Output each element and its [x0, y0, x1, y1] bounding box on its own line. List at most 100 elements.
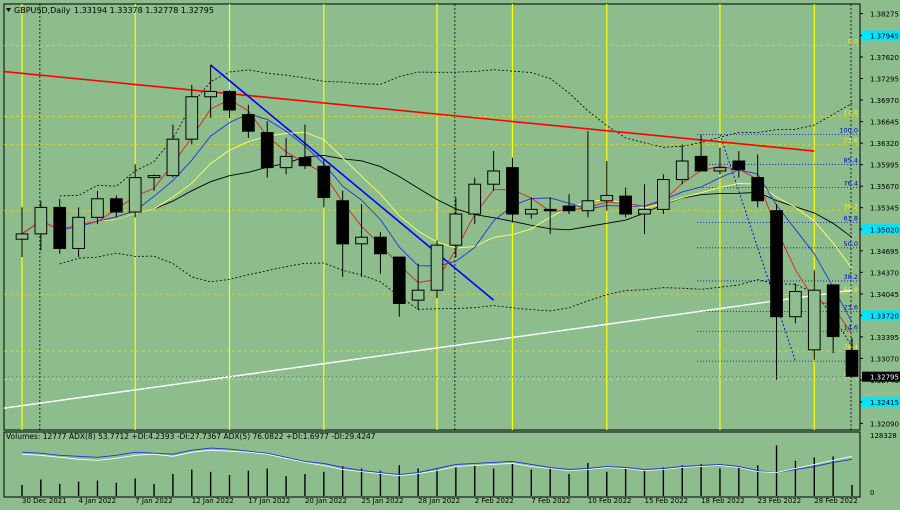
- y-tick-label: 1.34695: [870, 248, 899, 256]
- trendline-white: [3, 289, 853, 409]
- price-level-box-label: 1.32415: [870, 399, 899, 407]
- candle-body: [355, 236, 368, 245]
- fib-level-label: 85.4: [844, 156, 858, 164]
- x-tick-label: 10 Feb 2022: [588, 497, 632, 505]
- price-level-box: [862, 396, 900, 407]
- candle-body: [430, 244, 444, 291]
- candle-body: [581, 200, 595, 212]
- volume-axis-min: 0: [870, 489, 874, 497]
- price-level-box: [862, 224, 900, 235]
- y-tick-label: 1.32090: [870, 420, 899, 428]
- fib-level-label: 100.0: [839, 127, 858, 135]
- y-tick-label: 1.34370: [870, 269, 899, 277]
- candle-body: [694, 155, 708, 172]
- indicator-header: Volumes: 12777 ADX(8) 53.7712 +DI:4.2393…: [6, 432, 376, 441]
- candle-body: [185, 96, 199, 140]
- y-tick-label: 1.36320: [870, 140, 899, 148]
- candle-body: [34, 206, 48, 235]
- chart-symbol-label: GBPUSD,Daily: [14, 6, 71, 15]
- adx-line-blue: [21, 447, 853, 476]
- fib-grid-label: 38.2: [844, 203, 858, 211]
- y-tick-label: 1.33070: [870, 355, 899, 363]
- x-tick-label: 30 Dec 2021: [22, 497, 67, 505]
- x-tick-label: 4 Jan 2022: [79, 497, 117, 505]
- candle-body: [789, 291, 802, 318]
- x-tick-label: 25 Jan 2022: [362, 497, 404, 505]
- x-tick-label: 28 Feb 2022: [814, 497, 858, 505]
- trendline-blue: [210, 64, 495, 301]
- candle-body: [506, 167, 519, 215]
- candle-body: [15, 233, 29, 240]
- fib-level-label: 76.4: [844, 180, 858, 188]
- y-tick-label: 1.37620: [870, 54, 899, 62]
- x-tick-label: 7 Jan 2022: [135, 497, 173, 505]
- candle-body: [336, 200, 350, 245]
- price-level-box: [862, 310, 900, 321]
- candle-body: [770, 210, 783, 318]
- candle-body: [128, 177, 142, 213]
- candle-body: [713, 167, 727, 172]
- candle-body: [317, 165, 331, 198]
- fib-level-label: 38.2: [844, 273, 858, 281]
- chart-ohlc-label: 1.33194 1.33378 1.32778 1.32795: [74, 6, 214, 15]
- candle-body: [392, 256, 406, 304]
- y-tick-label: 1.33395: [870, 334, 899, 342]
- y-tick-label: 1.36970: [870, 97, 899, 105]
- current-price-box: [862, 371, 900, 382]
- price-level-box-label: 1.35020: [870, 226, 899, 234]
- candle-body: [147, 175, 161, 179]
- fib-grid-label: 76.4: [844, 343, 858, 351]
- candle-body: [732, 160, 746, 171]
- volume-axis-max: 128328: [870, 432, 897, 440]
- candle-body: [657, 179, 670, 210]
- candle-body: [845, 349, 859, 377]
- x-tick-label: 18 Feb 2022: [701, 497, 745, 505]
- candle-body: [826, 284, 840, 338]
- x-tick-label: 12 Jan 2022: [192, 497, 234, 505]
- candle-body: [411, 289, 425, 301]
- y-tick-label: 1.37295: [870, 76, 899, 84]
- candle-body: [468, 183, 482, 215]
- candle-body: [204, 90, 217, 98]
- indicator-plot-frame: [3, 431, 861, 498]
- candle-body: [91, 198, 104, 218]
- candle-body: [600, 194, 614, 202]
- price-level-box: [862, 30, 900, 41]
- ma-black: [21, 154, 853, 238]
- candle-body: [279, 155, 293, 169]
- candle-body: [53, 206, 67, 249]
- bollinger-lower: [59, 252, 853, 347]
- candle-body: [166, 138, 180, 177]
- fib-level-label: 14.6: [844, 323, 858, 331]
- fib-grid-label: 23.6: [844, 136, 858, 144]
- candle-body: [242, 114, 255, 132]
- x-tick-label: 2 Feb 2022: [475, 497, 514, 505]
- candle-body: [487, 170, 500, 185]
- y-tick-label: 1.34045: [870, 291, 899, 299]
- candle-body: [298, 157, 312, 167]
- candle-body: [109, 198, 123, 213]
- candle-body: [72, 216, 85, 249]
- price-level-box-label: 1.37945: [870, 32, 899, 40]
- y-tick-label: 1.38275: [870, 11, 899, 19]
- y-tick-label: 1.36645: [870, 119, 899, 127]
- y-tick-label: 1.35345: [870, 205, 899, 213]
- y-tick-label: 1.35670: [870, 183, 899, 191]
- candle-body: [223, 90, 236, 111]
- candle-body: [449, 213, 463, 246]
- x-tick-label: 20 Jan 2022: [305, 497, 347, 505]
- candle-body: [619, 195, 632, 215]
- candle-body: [675, 160, 689, 181]
- trendline-red: [3, 70, 815, 152]
- main-plot-frame: [3, 3, 861, 431]
- fib-grid-label: 0.0: [848, 38, 858, 46]
- x-tick-label: 15 Feb 2022: [645, 497, 689, 505]
- candle-body: [807, 289, 821, 351]
- x-tick-label: 23 Feb 2022: [758, 497, 802, 505]
- symbol-dropdown-icon: [6, 8, 11, 12]
- x-tick-label: 17 Jan 2022: [248, 497, 290, 505]
- fib-level-label: 23.6: [844, 303, 858, 311]
